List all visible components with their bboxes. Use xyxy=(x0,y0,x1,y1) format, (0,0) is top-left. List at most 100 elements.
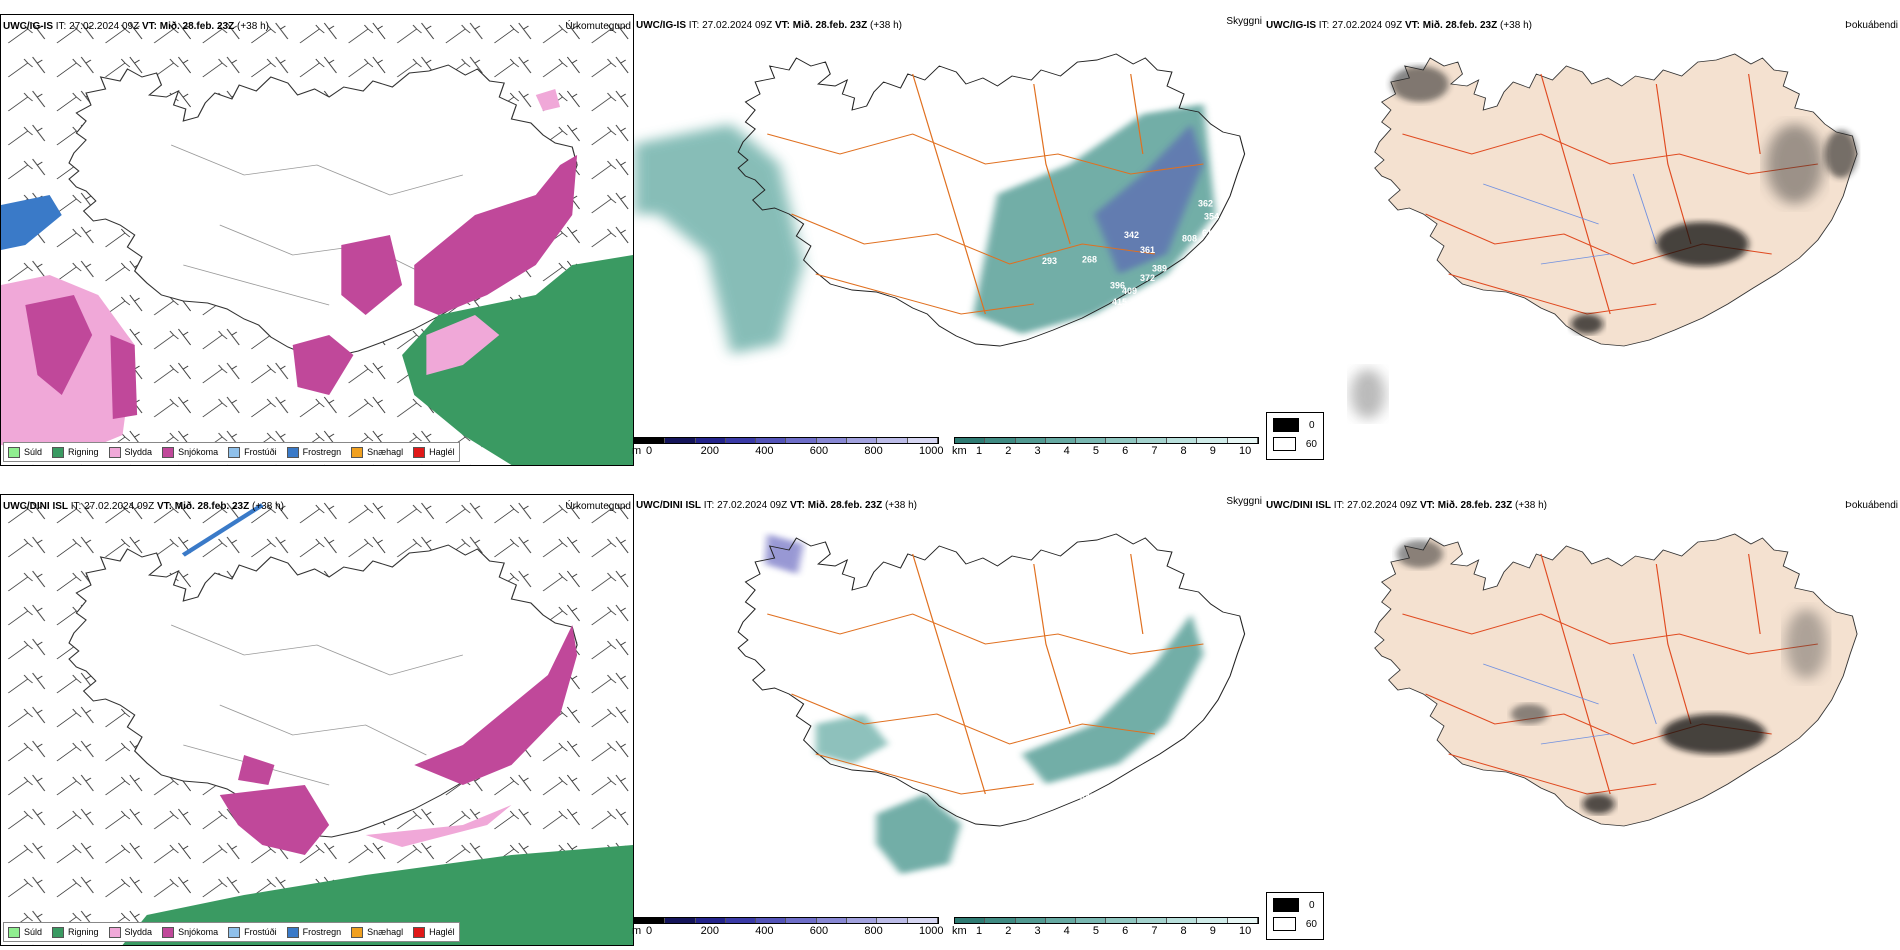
legend-swatch xyxy=(162,926,175,938)
height-value-label: 345 xyxy=(1080,792,1095,802)
height-value-label: 293 xyxy=(1042,256,1057,266)
legend-swatch xyxy=(52,926,65,938)
legend-swatch xyxy=(286,446,299,458)
colorbar-swatch xyxy=(1227,918,1258,923)
colorbar-swatches xyxy=(634,437,939,444)
colorbar-swatch xyxy=(1015,918,1046,923)
colorbar-tick-label: 10 xyxy=(1239,445,1252,457)
vt-value: Mið. 28.feb. 23Z xyxy=(159,21,235,32)
panel-name: Þokuábendi xyxy=(1845,500,1898,511)
fog-legend-item: 60 xyxy=(1267,432,1323,451)
legend-item: Slydda xyxy=(108,926,152,938)
legend-item: Súld xyxy=(8,926,42,938)
colorbar-swatch xyxy=(635,438,666,443)
legend-item: Haglél xyxy=(413,926,455,938)
colorbar-swatch xyxy=(695,438,726,443)
colorbar-tick-label: 3 xyxy=(1034,445,1041,457)
colorbar-tick-label: 2 xyxy=(1005,925,1012,937)
height-value-label: 372 xyxy=(1140,273,1155,283)
colorbar-swatch xyxy=(756,918,787,923)
colorbar-tick-label: 3 xyxy=(1034,925,1041,937)
legend-item: Haglél xyxy=(413,446,455,458)
fog-panel-row1: UWC/IG-IS IT: 27.02.2024 09Z VT: Mið. 28… xyxy=(1264,14,1900,466)
panel-title: UWC/DINI ISL IT: 27.02.2024 09Z VT: Mið.… xyxy=(636,500,917,511)
height-value-label: 27 xyxy=(1232,307,1242,317)
colorbar-unit: km xyxy=(952,925,967,937)
legend-swatch xyxy=(228,446,241,458)
cloud-number-labels-row2: 318 394 345 353 316 412 308 453 405 530 114 354 xyxy=(1080,717,1229,901)
it-label: IT: xyxy=(55,21,67,32)
colorbar-tick-label: 6 xyxy=(1122,925,1129,937)
height-value-label: 452 xyxy=(1128,366,1143,376)
colorbar-swatch xyxy=(695,918,726,923)
legend-item: Frostúði xyxy=(228,446,277,458)
height-value-label: 316 xyxy=(1128,772,1143,782)
colorbar-tick-label: 6 xyxy=(1122,445,1129,457)
fog-legend-item: 0 xyxy=(1267,413,1323,432)
legend-item: Súld xyxy=(8,446,42,458)
panel-title: UWC/DINI ISL IT: 27.02.2024 09Z VT: Mið.… xyxy=(3,501,284,512)
colorbar-tick-label: 8 xyxy=(1180,445,1187,457)
colorbar-swatch xyxy=(1197,918,1228,923)
cloud-number-labels-row1: 293 2683423613893724094153964523623543376… xyxy=(1042,163,1264,376)
vt-label: VT: xyxy=(141,21,157,32)
colorbar-swatch xyxy=(816,918,848,923)
height-value-label: 353 xyxy=(1160,800,1175,810)
colorbar-swatches xyxy=(634,917,939,924)
colorbar-tick-label: 200 xyxy=(700,445,719,457)
height-value-label: 808 xyxy=(1182,234,1197,244)
colorbar-ticks: km 1 2 3 4 5 6 7 8 9 10 xyxy=(952,444,1259,457)
colorbar-swatch xyxy=(665,918,696,923)
panel-name: Þokuábendi xyxy=(1845,20,1898,31)
colorbar-ticks: km 1 2 3 4 5 6 7 8 9 10 xyxy=(952,924,1259,937)
precip-type-map-row1 xyxy=(1,15,633,465)
legend-swatch xyxy=(108,926,121,938)
fog-map-row2 xyxy=(1374,533,1858,827)
colorbar-swatch xyxy=(847,438,878,443)
height-value-label: 337 xyxy=(1216,221,1231,231)
colorbar-swatch xyxy=(816,438,848,443)
colorbar-tick-label: 600 xyxy=(809,445,829,457)
height-value-label: 394 xyxy=(1094,891,1109,901)
colorbar-swatch xyxy=(985,918,1016,923)
colorbar-swatch xyxy=(1045,918,1077,923)
legend-item: Frostregn xyxy=(286,926,341,938)
colorbar-swatches xyxy=(954,917,1259,924)
colorbar-swatch xyxy=(1167,438,1198,443)
colorbar-unit: m xyxy=(632,445,642,457)
fog-map-row1 xyxy=(1350,53,1858,419)
colorbar-tick-label: 1000 xyxy=(919,925,944,937)
legend-swatch xyxy=(52,446,65,458)
precip-type-map-row2 xyxy=(1,495,633,945)
cloud-panel-row2: 318 394 345 353 316 412 308 453 405 530 114 354 UWC… xyxy=(632,494,1264,946)
height-value-label: 405 xyxy=(1208,731,1223,741)
height-value-label: 268 xyxy=(1082,254,1097,264)
colorbar-swatch xyxy=(955,438,986,443)
colorbar-swatch xyxy=(907,918,938,923)
height-value-label: 114 xyxy=(1204,732,1219,742)
lead-time: (+38 h) xyxy=(237,21,269,32)
cloud-map-row1 xyxy=(634,53,1246,354)
colorbar-swatch xyxy=(1015,438,1046,443)
height-value-label: 361 xyxy=(1140,245,1155,255)
cloud-base-colorbar: m 0 200 400 600 800 1000 xyxy=(632,917,943,937)
colorbar-tick-label: 7 xyxy=(1151,925,1158,937)
height-value-label: 453 xyxy=(1202,747,1217,757)
colorbar-swatch xyxy=(1076,438,1107,443)
legend-swatch xyxy=(8,926,20,938)
colorbar-tick-label: 9 xyxy=(1209,445,1216,457)
height-value-label: 429 xyxy=(1220,163,1235,173)
legend-swatch xyxy=(8,446,20,458)
fog-panel-row2: UWC/DINI ISL IT: 27.02.2024 09Z VT: Mið.… xyxy=(1264,494,1900,946)
colorbar-tick-label: 2 xyxy=(1005,445,1012,457)
model-name: UWC/IG-IS xyxy=(636,20,686,31)
panel-name: Úrkomutegund xyxy=(565,21,631,32)
colorbar-swatch xyxy=(725,918,757,923)
colorbar-tick-label: 600 xyxy=(809,925,829,937)
colorbar-swatch xyxy=(786,918,817,923)
colorbar-ticks: m 0 200 400 600 800 1000 xyxy=(632,444,943,457)
colorbar-swatch xyxy=(907,438,938,443)
colorbar-tick-label: 200 xyxy=(700,925,719,937)
model-name: UWC/DINI ISL xyxy=(3,501,68,512)
colorbar-tick-label: 400 xyxy=(755,445,774,457)
